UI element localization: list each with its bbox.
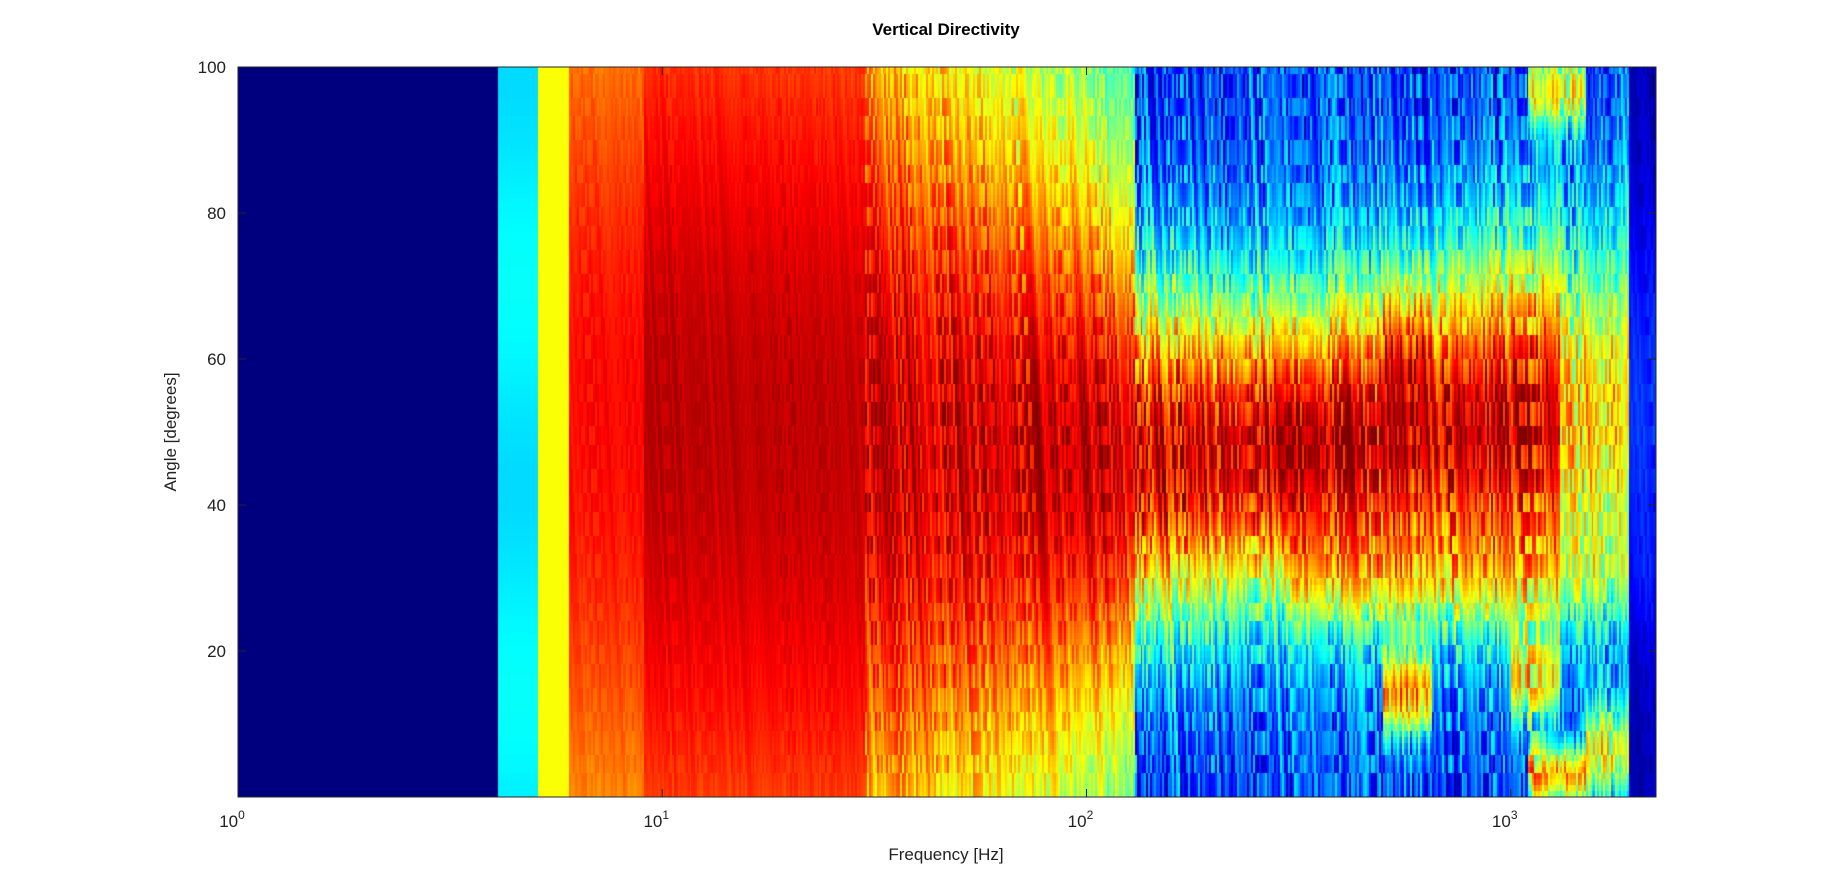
x-tick-label: 102 <box>1068 808 1094 831</box>
chart-title: Vertical Directivity <box>872 20 1020 39</box>
heatmap-plot <box>237 66 1657 798</box>
heatmap-canvas <box>238 67 1656 797</box>
y-axis: 20 40 60 80 100 <box>198 58 1656 661</box>
y-tick-label: 100 <box>198 58 226 77</box>
x-tick-label: 100 <box>219 808 245 831</box>
x-axis: 100 101 102 103 <box>219 67 1518 831</box>
x-axis-label: Frequency [Hz] <box>888 845 1003 864</box>
y-tick-label: 40 <box>207 496 226 515</box>
y-tick-label: 60 <box>207 350 226 369</box>
y-tick-label: 80 <box>207 204 226 223</box>
y-tick-label: 20 <box>207 642 226 661</box>
x-tick-label: 101 <box>643 808 669 831</box>
x-tick-label: 103 <box>1492 808 1518 831</box>
plot-frame <box>237 66 1657 798</box>
y-axis-label: Angle [degrees] <box>161 372 180 491</box>
